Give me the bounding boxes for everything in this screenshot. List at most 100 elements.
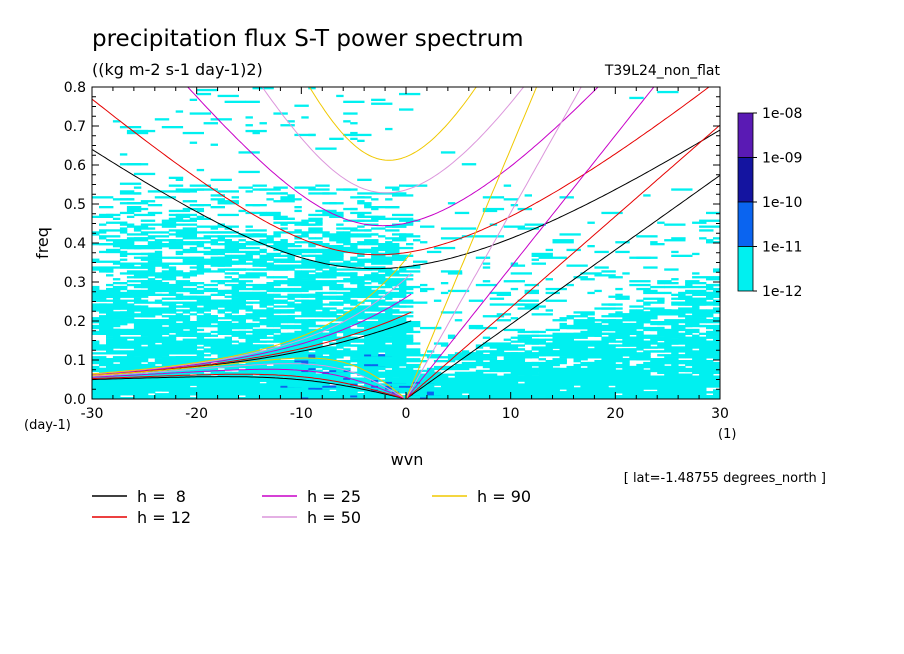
heatmap-cell	[92, 393, 100, 396]
heatmap-cell	[357, 219, 379, 222]
heatmap-cell	[713, 379, 720, 382]
heatmap-cell	[92, 340, 100, 343]
heatmap-cell	[336, 280, 358, 283]
heatmap-cell	[713, 383, 720, 386]
heatmap-cell	[608, 397, 616, 399]
heatmap-cell	[154, 321, 163, 324]
heatmap-cell	[280, 124, 295, 127]
heatmap-cell	[371, 266, 386, 269]
heatmap-cell	[573, 346, 588, 349]
heatmap-cell	[399, 285, 421, 289]
heatmap-cell	[140, 266, 156, 269]
heatmap-cell	[503, 338, 512, 341]
heatmap-cell	[392, 217, 414, 220]
heatmap-cell	[273, 186, 288, 189]
heatmap-cell	[315, 287, 323, 291]
heatmap-cell	[126, 360, 149, 363]
heatmap-cell	[294, 381, 316, 384]
kelvin-wave-curve	[405, 87, 538, 399]
heatmap-cell	[413, 260, 428, 263]
heatmap-cell	[301, 356, 309, 359]
heatmap-cell	[461, 385, 470, 388]
heatmap-cell	[106, 250, 128, 254]
heatmap-cell	[238, 322, 253, 326]
heatmap-cell	[287, 334, 302, 337]
heatmap-cell	[706, 375, 714, 378]
heatmap-cell	[664, 330, 672, 334]
heatmap-cell	[482, 207, 505, 211]
heatmap-cell	[266, 239, 274, 242]
heatmap-cell	[252, 233, 267, 236]
heatmap-cell	[203, 322, 211, 326]
heatmap-cell	[399, 291, 414, 295]
heatmap-cell	[559, 361, 567, 365]
heatmap-cell	[545, 377, 560, 380]
heatmap-cell	[692, 356, 714, 359]
heatmap-cell	[713, 358, 720, 361]
heatmap-cell	[273, 330, 281, 334]
heatmap-cell	[119, 258, 128, 261]
heatmap-cell	[629, 332, 637, 335]
heatmap-cell	[217, 377, 225, 380]
heatmap-cell	[629, 330, 644, 334]
heatmap-cell	[182, 344, 198, 347]
heatmap-cell	[315, 147, 337, 150]
heatmap-cell	[531, 254, 553, 257]
heatmap-cell	[706, 278, 720, 281]
heatmap-cell	[106, 274, 114, 277]
heatmap-cell	[615, 315, 630, 318]
heatmap-cell	[133, 328, 156, 332]
heatmap-cell	[294, 358, 316, 361]
heatmap-cell	[559, 350, 567, 353]
heatmap-cell	[538, 340, 546, 343]
heatmap-cell	[273, 391, 281, 394]
heatmap-cell	[559, 317, 574, 320]
heatmap-cell	[99, 321, 114, 324]
heatmap-cell	[259, 301, 281, 304]
heatmap-cell	[266, 211, 281, 215]
heatmap-cell	[154, 322, 177, 326]
heatmap-cell	[322, 356, 330, 359]
heatmap-cell	[713, 385, 720, 388]
heatmap-cell	[175, 178, 184, 181]
heatmap-cell	[259, 361, 281, 365]
heatmap-cell	[482, 363, 505, 367]
heatmap-cell	[301, 315, 316, 318]
heatmap-cell	[357, 268, 372, 271]
heatmap-cell	[133, 192, 142, 195]
heatmap-cell	[322, 235, 337, 238]
heatmap-cell	[252, 371, 260, 374]
heatmap-cell	[106, 309, 114, 312]
heatmap-cell	[182, 338, 204, 341]
heatmap-cell	[454, 365, 463, 369]
heatmap-cell	[161, 225, 177, 228]
heatmap-cell	[552, 350, 560, 353]
heatmap-cell	[308, 303, 316, 306]
heatmap-cell	[161, 285, 170, 289]
heatmap-cell	[112, 315, 128, 318]
heatmap-cell	[238, 233, 260, 236]
heatmap-cell	[92, 299, 100, 302]
heatmap-cell	[657, 332, 665, 335]
heatmap-cell	[259, 395, 281, 398]
heatmap-cell	[259, 369, 267, 373]
heatmap-cell	[357, 196, 372, 199]
heatmap-cell	[245, 393, 267, 396]
heatmap-cell	[308, 276, 316, 279]
heatmap-cell	[119, 190, 135, 193]
heatmap-cell	[378, 258, 393, 261]
heatmap-cell	[706, 309, 714, 312]
heatmap-cell	[112, 336, 135, 339]
heatmap-cell	[99, 317, 107, 320]
heatmap-cell	[706, 241, 720, 244]
heatmap-cell	[475, 385, 484, 388]
heatmap-cell	[266, 313, 274, 316]
heatmap-cell	[608, 315, 616, 318]
heatmap-cell	[531, 252, 553, 256]
heatmap-cell	[461, 352, 484, 355]
heatmap-cell	[482, 280, 491, 283]
heatmap-cell	[252, 385, 260, 388]
heatmap-cell	[308, 365, 330, 369]
heatmap-cell	[629, 96, 644, 100]
heatmap-cell	[308, 227, 323, 230]
